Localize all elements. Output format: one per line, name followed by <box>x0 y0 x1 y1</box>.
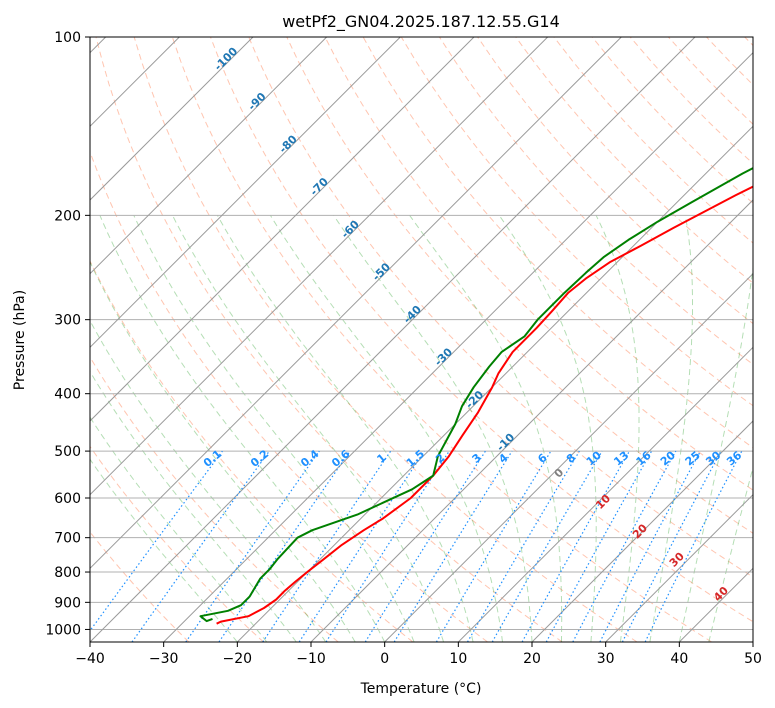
x-tick-label: −40 <box>75 651 105 667</box>
sounding-profiles <box>199 166 753 625</box>
y-tick-label: 800 <box>54 565 81 581</box>
dry-adiabat <box>248 37 753 578</box>
x-tick-label: −20 <box>223 651 253 667</box>
plot-frame <box>89 36 754 643</box>
mixing-ratio-line <box>90 450 223 632</box>
y-tick-label: 700 <box>54 531 81 547</box>
background-lines <box>90 37 753 642</box>
isotherm <box>90 37 401 349</box>
mixing-ratio-line <box>298 450 425 642</box>
x-tick-label: 20 <box>523 651 541 667</box>
isotherm <box>310 199 753 642</box>
dry-adiabat <box>515 37 753 284</box>
axes: −40 −30 −20 −10 0 10 20 30 40 50 100 200 300 400 500 60… <box>45 30 762 667</box>
moist-adiabat <box>172 215 445 642</box>
moist-adiabat <box>90 319 327 642</box>
y-tick-label: 300 <box>54 313 81 329</box>
moist-adiabat <box>678 264 753 642</box>
x-tick-label: −10 <box>296 651 326 667</box>
moist-adiabat <box>409 215 563 642</box>
mixing-ratio-line <box>262 450 392 642</box>
isotherm <box>90 37 254 201</box>
isotherm <box>457 346 753 642</box>
dry-adiabat <box>90 356 339 642</box>
dry-adiabat <box>90 259 414 642</box>
y-tick-label: 600 <box>54 491 81 507</box>
y-tick-label: 900 <box>54 595 81 611</box>
isotherm <box>90 37 328 275</box>
x-tick-label: −30 <box>149 651 179 667</box>
mixing-ratio-line <box>572 450 677 642</box>
y-tick-label: 100 <box>54 30 81 46</box>
moist-adiabat <box>90 416 268 642</box>
y-tick-label: 1000 <box>45 622 81 638</box>
isotherm <box>605 493 753 642</box>
chart-title: wetPf2_GN04.2025.187.12.55.G14 <box>282 12 560 32</box>
mixing-ratio-line <box>644 450 743 642</box>
isotherm <box>90 37 696 642</box>
y-tick-label: 400 <box>54 387 81 403</box>
x-tick-label: 40 <box>670 651 688 667</box>
isotherm <box>384 272 753 642</box>
mixing-ratio-line <box>393 450 513 642</box>
moist-adiabat <box>99 215 386 642</box>
skewed-isotherms <box>90 37 753 642</box>
moist-adiabat <box>595 215 640 642</box>
dry-adiabat <box>286 37 753 534</box>
moist-adiabat <box>269 215 503 642</box>
isotherm <box>236 125 753 642</box>
x-tick-label: 50 <box>744 651 762 667</box>
moist-adiabat <box>333 215 533 642</box>
moist-adiabat <box>90 458 238 642</box>
isotherm <box>90 37 622 570</box>
moist-adiabat <box>133 215 415 642</box>
x-tick-label: 0 <box>380 651 389 667</box>
mixing-ratio-line <box>131 450 270 642</box>
dry-adiabat <box>171 37 712 642</box>
x-tick-label: 30 <box>597 651 615 667</box>
dry-adiabat <box>90 445 264 642</box>
mixing-ratio-line <box>521 450 631 642</box>
isotherm <box>163 51 753 642</box>
moist-adiabat <box>90 260 356 642</box>
dry-adiabat <box>210 37 753 623</box>
moist-adiabat <box>216 215 474 642</box>
temperature-profile <box>216 185 753 625</box>
moist-adiabat <box>90 370 297 642</box>
dry-adiabat <box>95 37 563 642</box>
dry-adiabat <box>133 37 638 642</box>
mixing-ratio-line <box>325 450 450 642</box>
dewpoint-profile <box>199 166 753 623</box>
y-tick-label: 500 <box>54 444 81 460</box>
isotherm <box>90 37 475 422</box>
y-axis-label: Pressure (hPa) <box>12 290 28 390</box>
mixing-ratio-line <box>545 450 653 642</box>
isotherm <box>531 420 753 642</box>
isotherm <box>90 37 549 496</box>
x-axis-label: Temperature (°C) <box>360 681 482 697</box>
dry-adiabat <box>324 37 753 491</box>
moist-adiabat <box>649 215 693 642</box>
x-tick-label: 10 <box>449 651 467 667</box>
y-tick-label: 200 <box>54 208 81 224</box>
